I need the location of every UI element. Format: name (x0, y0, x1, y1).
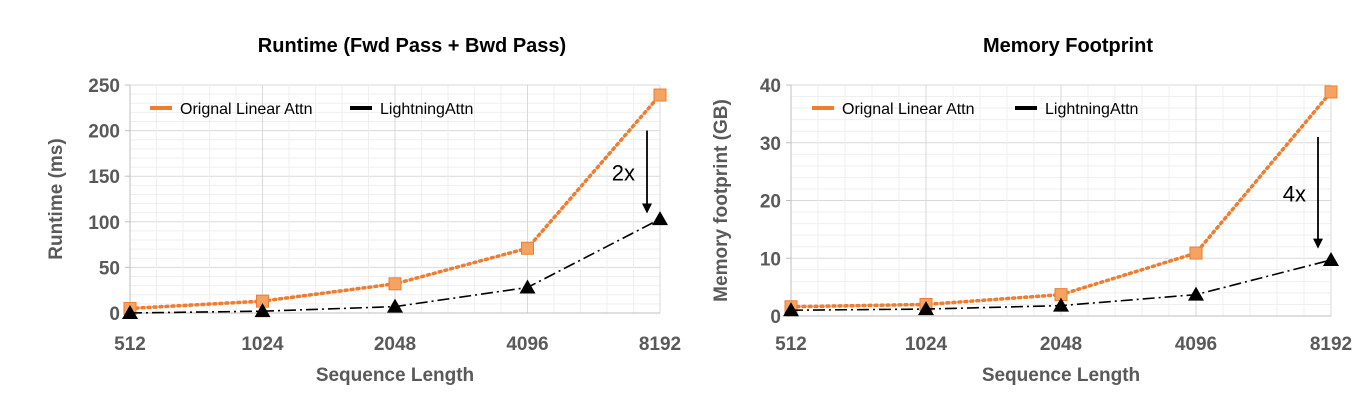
triangle-marker (1053, 297, 1069, 312)
legend-label-0: Orignal Linear Attn (180, 101, 313, 118)
legend-label-1: LightningAttn (380, 101, 473, 118)
y-tick-label: 30 (760, 134, 781, 155)
x-tick-label: 4096 (1175, 334, 1217, 355)
triangle-marker (652, 211, 668, 226)
annotation-arrow-head (642, 203, 652, 214)
triangle-marker (122, 305, 138, 319)
runtime-chart-panel: Runtime (Fwd Pass + Bwd Pass) 0 50 100 150 20… (46, 35, 681, 386)
x-tick-label: 8192 (1310, 334, 1352, 355)
legend-label-1: LightningAttn (1045, 101, 1138, 118)
annotation-label: 2x (612, 161, 635, 186)
runtime-chart: Runtime (Fwd Pass + Bwd Pass) 0 50 100 150 20… (46, 35, 681, 386)
x-axis-label: Sequence Length (982, 365, 1140, 386)
y-tick-label: 250 (88, 76, 120, 97)
x-tick-label: 4096 (506, 334, 548, 355)
chart-title: Runtime (Fwd Pass + Bwd Pass) (258, 35, 566, 57)
y-axis-label: Memory footprint (GB) (711, 99, 732, 302)
annotation-arrow-head (1313, 238, 1323, 249)
triangle-marker (918, 301, 934, 316)
y-tick-label: 200 (88, 122, 120, 143)
square-marker (388, 277, 402, 291)
triangle-marker (519, 279, 536, 294)
square-marker (653, 88, 667, 102)
y-tick-label: 100 (88, 213, 120, 234)
x-tick-label: 1024 (905, 334, 948, 355)
x-tick-label: 1024 (241, 334, 284, 355)
y-tick-label: 50 (99, 258, 120, 279)
x-axis-label: Sequence Length (316, 365, 474, 386)
x-tick-label: 8192 (639, 334, 681, 355)
triangle-marker (254, 303, 271, 318)
y-tick-label: 10 (760, 249, 781, 270)
triangle-marker (387, 298, 403, 313)
y-tick-label: 20 (760, 192, 781, 213)
square-marker (521, 241, 534, 255)
x-tick-label: 512 (775, 334, 807, 355)
y-tick-label: 0 (770, 307, 781, 328)
square-marker (1189, 246, 1203, 260)
triangle-marker (1188, 286, 1204, 301)
y-tick-label: 150 (88, 167, 120, 188)
triangle-marker (1323, 251, 1339, 266)
y-tick-label: 0 (109, 304, 120, 325)
x-tick-label: 2048 (1040, 334, 1082, 355)
y-axis-label: Runtime (ms) (46, 138, 67, 259)
square-marker (1324, 85, 1338, 99)
annotation-label: 4x (1283, 181, 1306, 206)
memory-chart-panel: Memory Footprint 0 10 20 30 40 512 1024 2048 4096… (685, 0, 1370, 405)
x-tick-label: 2048 (374, 334, 416, 355)
y-tick-label: 40 (760, 76, 781, 97)
legend-label-0: Orignal Linear Attn (842, 101, 975, 118)
memory-chart: Memory Footprint 0 10 20 30 40 512 1024 2048 4096… (711, 35, 1352, 386)
chart-title: Memory Footprint (983, 35, 1153, 57)
x-tick-label: 512 (114, 334, 146, 355)
triangle-marker (783, 302, 799, 317)
